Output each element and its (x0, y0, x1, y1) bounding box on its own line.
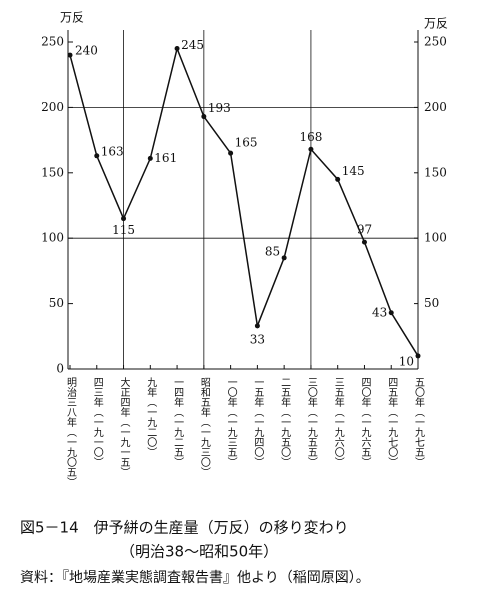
data-label: 97 (357, 223, 372, 237)
y2-tick-label: 200 (424, 100, 447, 114)
caption-title: 図5－14 伊予絣の生産量（万反）の移り変わり (20, 519, 349, 537)
data-point (388, 310, 394, 316)
y-tick-label: 0 (56, 362, 64, 376)
data-point (335, 176, 341, 182)
data-point (281, 255, 287, 261)
y-tick-label: 50 (49, 296, 64, 310)
y-tick-label: 250 (41, 35, 64, 49)
y-axis-label: 万反 (60, 11, 84, 25)
x-tick-label: 大正四年（一九一五） (118, 376, 130, 477)
data-point (308, 146, 314, 152)
x-tick-label: 四〇年（一九六五） (359, 377, 371, 467)
data-label: 240 (75, 44, 98, 58)
data-point (67, 52, 73, 58)
x-tick-label: 四五年（一九七〇） (386, 377, 398, 467)
y-tick-label: 100 (41, 231, 64, 245)
data-label: 161 (154, 151, 177, 165)
x-tick-label: 昭和五年（一九三〇） (198, 377, 210, 477)
data-point (121, 216, 127, 222)
data-point (228, 150, 234, 156)
x-tick-label: 一四年（一九二五） (172, 377, 184, 467)
data-label: 115 (112, 223, 135, 237)
x-tick-label: 九年（一九二〇） (145, 377, 157, 457)
data-label: 10 (399, 354, 414, 368)
data-label: 245 (181, 38, 204, 52)
caption-subtitle: （明治38～昭和50年） (120, 543, 278, 561)
data-label: 145 (342, 164, 365, 178)
x-tick-label: 三五年（一九六〇） (332, 377, 344, 467)
x-tick-label: 明治三八年（一九〇五） (65, 377, 77, 487)
data-label: 163 (101, 144, 124, 158)
data-label: 168 (299, 130, 322, 144)
x-tick-label: 一五年（一九四〇） (252, 377, 264, 467)
data-point (174, 46, 180, 52)
data-line (69, 46, 419, 357)
data-label: 193 (208, 101, 231, 115)
y2-tick-label: 150 (424, 165, 447, 179)
caption-source: 資料：『地場産業実態調査報告書』他より（稲岡原図）。 (20, 570, 370, 586)
y2-tick-label: 250 (424, 35, 447, 49)
y2-tick-label: 100 (424, 231, 447, 245)
x-tick-label: 三〇年（一九五五） (305, 377, 317, 467)
y-tick-label: 150 (41, 165, 64, 179)
y2-axis-label: 万反 (424, 17, 448, 31)
x-tick-label: 五〇年（一九七五） (413, 377, 425, 467)
y2-tick-label: 50 (424, 296, 439, 310)
x-tick-label: 四三年（一九一〇） (91, 377, 103, 467)
x-tick-label: 二五年（一九五〇） (279, 377, 291, 467)
data-point (201, 114, 207, 120)
data-label: 165 (235, 136, 258, 150)
y-tick-label: 200 (41, 100, 64, 114)
data-point (147, 155, 153, 161)
data-label: 33 (250, 332, 265, 346)
data-point (254, 323, 260, 329)
data-label: 43 (372, 305, 387, 319)
data-point (415, 353, 421, 359)
data-label: 85 (265, 244, 280, 258)
x-tick-label: 一〇年（一九三五） (225, 377, 237, 467)
data-point (361, 239, 367, 245)
data-point (94, 153, 100, 159)
